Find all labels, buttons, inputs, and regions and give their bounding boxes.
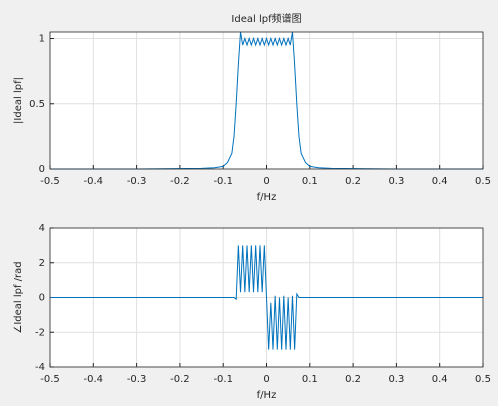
x-tick-label: -0.3 <box>127 176 147 187</box>
x-tick-label: -0.2 <box>170 374 190 385</box>
x-tick-label: 0 <box>263 374 269 385</box>
x-tick-label: 0.1 <box>302 374 318 385</box>
y-tick-label: 4 <box>39 223 45 234</box>
y-axis-label: ∠Ideal lpf /rad <box>13 261 24 333</box>
x-tick-label: 0.2 <box>345 374 361 385</box>
x-tick-label: 0.4 <box>432 176 448 187</box>
y-tick-label: -2 <box>35 327 45 338</box>
x-tick-label: 0.1 <box>302 176 318 187</box>
x-tick-label: -0.5 <box>40 374 60 385</box>
y-axis-label: |Ideal lpf| <box>13 77 24 124</box>
axes-box <box>49 31 484 170</box>
x-tick-label: -0.4 <box>84 176 104 187</box>
y-tick-label: 0 <box>39 164 45 175</box>
x-tick-label: 0.3 <box>388 374 404 385</box>
data-line <box>50 245 483 350</box>
x-tick-label: 0 <box>263 176 269 187</box>
x-tick-label: -0.1 <box>213 374 233 385</box>
chart-title: Ideal lpf频谱图 <box>231 12 301 25</box>
axes-box <box>49 227 484 368</box>
x-tick-label: -0.4 <box>84 374 104 385</box>
y-tick-label: -4 <box>35 362 45 373</box>
x-tick-label: -0.3 <box>127 374 147 385</box>
x-tick-label: -0.1 <box>213 176 233 187</box>
x-axis-label: f/Hz <box>257 390 277 401</box>
x-tick-label: 0.5 <box>475 176 491 187</box>
x-tick-label: 0.4 <box>432 374 448 385</box>
x-tick-label: 0.5 <box>475 374 491 385</box>
y-tick-label: 0.5 <box>29 99 45 110</box>
y-tick-label: 0 <box>39 293 45 304</box>
x-tick-label: -0.5 <box>40 176 60 187</box>
x-tick-label: -0.2 <box>170 176 190 187</box>
x-axis-label: f/Hz <box>257 192 277 203</box>
y-tick-label: 1 <box>39 34 45 45</box>
x-tick-label: 0.3 <box>388 176 404 187</box>
x-tick-label: 0.2 <box>345 176 361 187</box>
y-tick-label: 2 <box>39 258 45 269</box>
data-line <box>50 31 483 170</box>
